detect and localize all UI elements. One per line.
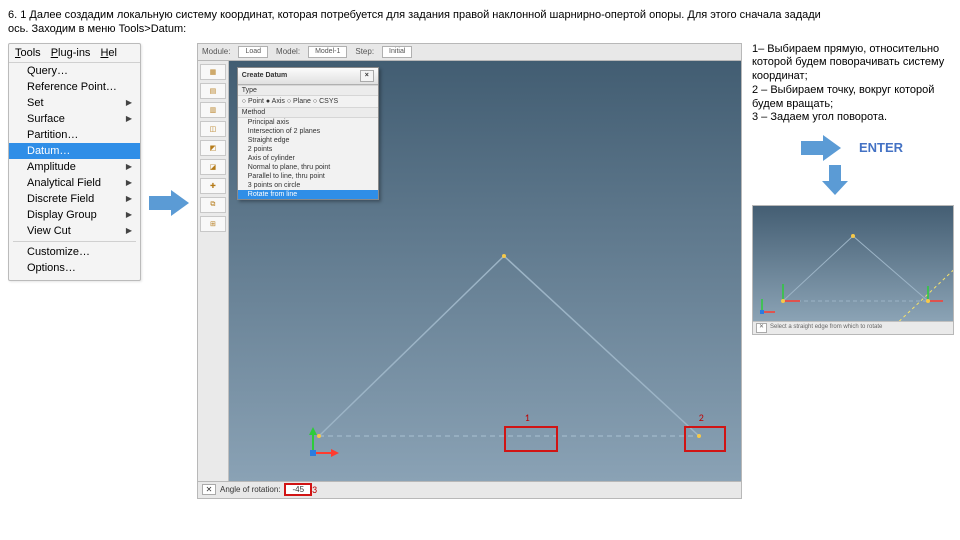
prompt-bar: ✕ Angle of rotation: -45 3 [197,482,742,499]
tools-menu: Tools Plug-ins Hel Query… Reference Poin… [8,43,141,281]
toolbar-step-select[interactable]: Initial [382,46,412,58]
chevron-right-icon: ▶ [126,162,132,171]
viewport[interactable]: Create Datum × Type Point Axis Plane CSY… [229,61,741,481]
truss-diagram [229,61,741,481]
node-apex [502,254,506,258]
tool-icon[interactable]: ▥ [200,102,226,118]
context-toolbar: Module: Load Model: Model-1 Step: Initia… [197,43,742,61]
toolbar-module-select[interactable]: Load [238,46,268,58]
toolbar-model-select[interactable]: Model-1 [308,46,347,58]
menu-datum[interactable]: Datum… [9,143,140,159]
menu-query[interactable]: Query… [9,63,140,79]
tool-icon[interactable]: ◩ [200,140,226,156]
toolbar-module-label: Module: [202,47,230,56]
highlight-box-2 [684,426,726,452]
tool-icon[interactable]: ⊞ [200,216,226,232]
mini-viewport [753,206,953,321]
tool-icon[interactable]: ▦ [200,64,226,80]
menu-separator [13,241,136,242]
menu-surface[interactable]: Surface▶ [9,111,140,127]
tool-icon[interactable]: ⧉ [200,197,226,213]
chevron-right-icon: ▶ [126,210,132,219]
menu-set[interactable]: Set▶ [9,95,140,111]
global-axes-icon [303,423,343,463]
heading-line-2: ось. Заходим в меню Tools>Datum: [8,23,186,35]
menu-analytical-field[interactable]: Analytical Field▶ [9,175,140,191]
menu-discrete-field[interactable]: Discrete Field▶ [9,191,140,207]
chevron-right-icon: ▶ [126,98,132,107]
menubar-plugins[interactable]: Plug-ins [51,47,91,59]
menubar-help[interactable]: Hel [100,47,117,59]
tool-icon[interactable]: ✚ [200,178,226,194]
menu-reference-point[interactable]: Reference Point… [9,79,140,95]
label-3: 3 [312,483,317,496]
tool-icon[interactable]: ▤ [200,83,226,99]
menu-options[interactable]: Options… [9,260,140,276]
mini-prompt-bar: ✕ Select a straight edge from which to r… [753,321,953,334]
enter-label: ENTER [859,140,903,156]
chevron-right-icon: ▶ [126,226,132,235]
heading: 6. 1 Далее создадим локальную систему ко… [8,8,952,37]
center-screenshot: Module: Load Model: Model-1 Step: Initia… [197,43,742,499]
mini-cancel-icon[interactable]: ✕ [756,323,767,333]
tool-icon[interactable]: ◪ [200,159,226,175]
menu-display-group[interactable]: Display Group▶ [9,207,140,223]
right-column: 1– Выбираем прямую, относительно которой… [752,43,952,336]
tool-icon[interactable]: ◫ [200,121,226,137]
instructions: 1– Выбираем прямую, относительно которой… [752,43,952,126]
mini-truss [753,206,953,321]
arrow-down-icon [822,165,848,195]
prompt-text: Angle of rotation: [220,485,280,494]
menu-view-cut[interactable]: View Cut▶ [9,223,140,239]
angle-input[interactable]: -45 [284,483,312,496]
heading-line-1: 6. 1 Далее создадим локальную систему ко… [8,9,821,21]
arrow-right-icon [149,190,189,216]
left-toolbar: ▦ ▤ ▥ ◫ ◩ ◪ ✚ ⧉ ⊞ [198,61,229,481]
chevron-right-icon: ▶ [126,178,132,187]
menu-partition[interactable]: Partition… [9,127,140,143]
menubar: Tools Plug-ins Hel [9,44,140,63]
chevron-right-icon: ▶ [126,114,132,123]
menubar-tools[interactable]: Tools [15,47,41,59]
chevron-right-icon: ▶ [126,194,132,203]
mini-prompt-text: Select a straight edge from which to rot… [770,324,882,332]
label-2: 2 [699,411,704,424]
result-screenshot: ✕ Select a straight edge from which to r… [752,205,954,335]
prompt-cancel-icon[interactable]: ✕ [202,484,216,495]
highlight-box-1 [504,426,558,452]
toolbar-step-label: Step: [355,47,374,56]
mini-axes-icon [757,295,779,317]
menu-customize[interactable]: Customize… [9,244,140,260]
label-1: 1 [525,411,530,424]
menu-amplitude[interactable]: Amplitude▶ [9,159,140,175]
arrow-right-icon [801,135,841,161]
toolbar-model-label: Model: [276,47,300,56]
